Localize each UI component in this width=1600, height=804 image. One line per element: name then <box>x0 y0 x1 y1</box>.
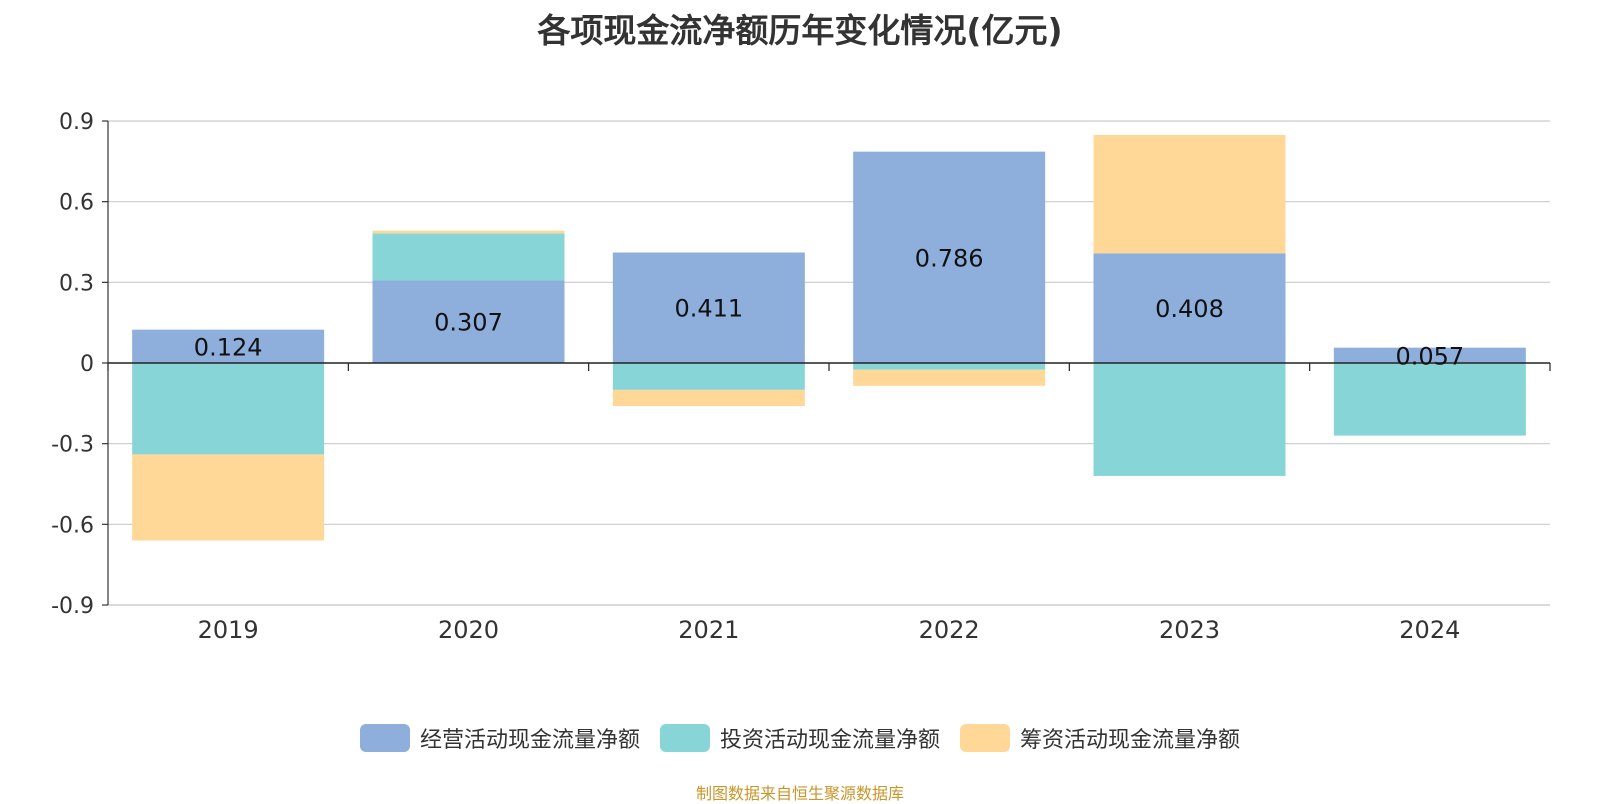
y-tick-label: 0.3 <box>59 271 94 296</box>
legend-item-operating[interactable]: 经营活动现金流量净额 <box>359 722 640 754</box>
bar-2021-series-2 <box>612 389 805 407</box>
data-label-2024: 0.057 <box>1395 342 1464 370</box>
bar-2024-series-1 <box>1333 363 1526 436</box>
legend-label-financing: 筹资活动现金流量净额 <box>1020 728 1241 753</box>
bar-2022-series-1 <box>853 363 1046 370</box>
bar-2023-series-0 <box>1093 253 1286 363</box>
legend-swatch-financing <box>960 724 1010 752</box>
legend-swatch-operating <box>359 724 410 752</box>
bar-2020-series-2 <box>372 230 565 234</box>
bar-2022-series-0 <box>853 151 1046 363</box>
bar-2023-series-1 <box>1093 363 1286 476</box>
x-tick-label: 2021 <box>678 616 739 644</box>
bar-2021-series-0 <box>612 252 805 363</box>
y-tick-label: 0 <box>80 352 94 377</box>
legend-label-operating: 经营活动现金流量净额 <box>419 728 640 753</box>
legend-item-investing[interactable]: 投资活动现金流量净额 <box>659 722 940 754</box>
bar-2021-series-1 <box>612 363 805 390</box>
x-tick-label: 2020 <box>438 616 499 644</box>
legend-swatch-investing <box>659 724 710 752</box>
x-tick-label: 2022 <box>919 616 980 644</box>
axes: 0.9 0.6 0.3 0 -0.3 -0.6 -0.9 2019 2020 2021 2022 20… <box>51 110 1551 644</box>
data-labels: 0.124 0.307 0.411 0.786 0.408 0.057 <box>194 244 1464 370</box>
bars <box>132 134 1526 541</box>
x-tick-label: 2019 <box>198 616 259 644</box>
bar-2022-series-2 <box>853 369 1046 386</box>
legend-label-investing: 投资活动现金流量净额 <box>719 728 940 753</box>
data-label-2022: 0.786 <box>915 244 984 272</box>
chart-title: 各项现金流净额历年变化情况(亿元) <box>537 11 1063 50</box>
legend-item-financing[interactable]: 筹资活动现金流量净额 <box>960 722 1240 754</box>
bar-2020-series-0 <box>372 280 565 363</box>
x-tick-label: 2023 <box>1159 616 1220 644</box>
y-tick-label: -0.6 <box>51 513 94 538</box>
source-note: 制图数据来自恒生聚源数据库 <box>695 784 904 803</box>
x-tick-label: 2024 <box>1399 616 1460 644</box>
bar-2020-series-1 <box>372 233 565 281</box>
data-label-2023: 0.408 <box>1155 295 1224 323</box>
legend: 经营活动现金流量净额 投资活动现金流量净额 筹资活动现金流量净额 <box>0 722 1600 754</box>
bar-2019-series-2 <box>132 454 325 541</box>
bar-2019-series-1 <box>132 363 325 455</box>
bar-2023-series-2 <box>1093 134 1286 254</box>
y-tick-label: 0.9 <box>59 110 94 135</box>
bar-2019-series-0 <box>132 329 325 363</box>
y-tick-label: 0.6 <box>59 191 94 216</box>
bar-2024-series-0 <box>1333 347 1526 363</box>
y-tick-label: -0.3 <box>51 433 94 458</box>
y-tick-label: -0.9 <box>51 594 94 619</box>
data-label-2021: 0.411 <box>674 295 743 323</box>
data-label-2020: 0.307 <box>434 309 503 337</box>
data-label-2019: 0.124 <box>194 333 263 361</box>
